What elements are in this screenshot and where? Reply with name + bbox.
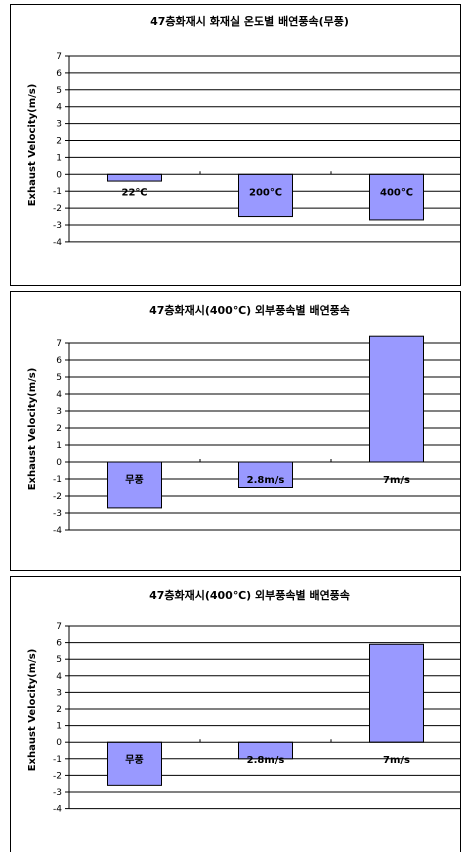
bar [107, 173, 162, 182]
chart-panel-wind-speed: 47층화재시(400℃) 외부풍속별 배연풍속 Exhaust Velocity(… [10, 291, 461, 571]
category-label: 400℃ [380, 187, 413, 198]
y-tick-label: 4 [56, 103, 62, 113]
y-tick-label: 5 [56, 373, 62, 383]
chart-title: 47층화재시(400℃) 외부풍속별 배연풍속 [149, 588, 350, 602]
y-tick-label: 0 [56, 458, 62, 468]
y-tick-label: 4 [56, 672, 62, 682]
y-tick-label: 6 [56, 69, 62, 79]
bar [107, 741, 162, 786]
bar [369, 173, 424, 221]
category-label: 7m/s [383, 475, 410, 486]
category-label: 2.8m/s [247, 475, 285, 486]
chart-panel-temperature: 47층화재시 화재실 온도별 배연풍속(무풍) Exhaust Velocity(… [10, 4, 461, 286]
bar [369, 643, 424, 743]
y-tick-label: -1 [53, 755, 62, 765]
y-tick-label: 3 [56, 120, 62, 130]
y-tick-label: -2 [53, 204, 62, 214]
y-tick-label: 1 [56, 153, 62, 163]
bar [369, 335, 424, 463]
category-label: 7m/s [383, 755, 410, 766]
y-tick-label: 2 [56, 705, 62, 715]
y-tick-label: 7 [56, 339, 62, 349]
category-label: 2.8m/s [247, 755, 285, 766]
chart-svg: 47층화재시(400℃) 외부풍속별 배연풍속 Exhaust Velocity(… [27, 588, 461, 815]
y-tick-label: -4 [53, 238, 62, 248]
y-axis-label: Exhaust Velocity(m/s) [27, 368, 38, 491]
y-tick-label: 0 [56, 170, 62, 180]
category-label: 22℃ [121, 187, 147, 198]
chart-svg: 47층화재시 화재실 온도별 배연풍속(무풍) Exhaust Velocity(… [27, 14, 461, 248]
y-axis-label: Exhaust Velocity(m/s) [27, 649, 38, 772]
y-tick-label: 1 [56, 441, 62, 451]
y-tick-label: -4 [53, 526, 62, 536]
y-tick-label: 6 [56, 356, 62, 366]
chart-title: 47층화재시 화재실 온도별 배연풍속(무풍) [150, 14, 349, 28]
y-tick-label: 7 [56, 52, 62, 62]
y-tick-label: 5 [56, 655, 62, 665]
y-tick-label: 3 [56, 688, 62, 698]
y-tick-label: -3 [53, 221, 62, 231]
y-tick-label: 7 [56, 622, 62, 632]
bar [107, 461, 162, 509]
y-tick-label: 5 [56, 86, 62, 96]
chart-title: 47층화재시(400℃) 외부풍속별 배연풍속 [149, 303, 350, 317]
y-tick-label: 3 [56, 407, 62, 417]
y-tick-label: -2 [53, 771, 62, 781]
chart-svg: 47층화재시(400℃) 외부풍속별 배연풍속 Exhaust Velocity(… [27, 303, 461, 536]
bar [238, 461, 293, 488]
y-tick-label: -1 [53, 475, 62, 485]
y-tick-label: -3 [53, 509, 62, 519]
chart-panel-wind-speed-2: 47층화재시(400℃) 외부풍속별 배연풍속 Exhaust Velocity(… [10, 576, 461, 852]
y-tick-label: -1 [53, 187, 62, 197]
y-tick-label: 6 [56, 639, 62, 649]
y-axis-label: Exhaust Velocity(m/s) [27, 84, 38, 207]
y-tick-label: 0 [56, 738, 62, 748]
category-label: 무풍 [125, 474, 143, 486]
y-tick-label: 2 [56, 137, 62, 147]
bar [238, 173, 293, 218]
y-tick-label: -4 [53, 805, 62, 815]
y-tick-label: 4 [56, 390, 62, 400]
category-label: 200℃ [249, 187, 282, 198]
category-label: 무풍 [125, 754, 143, 766]
y-tick-label: 1 [56, 722, 62, 732]
y-tick-label: 2 [56, 424, 62, 434]
y-tick-label: -3 [53, 788, 62, 798]
y-tick-label: -2 [53, 492, 62, 502]
